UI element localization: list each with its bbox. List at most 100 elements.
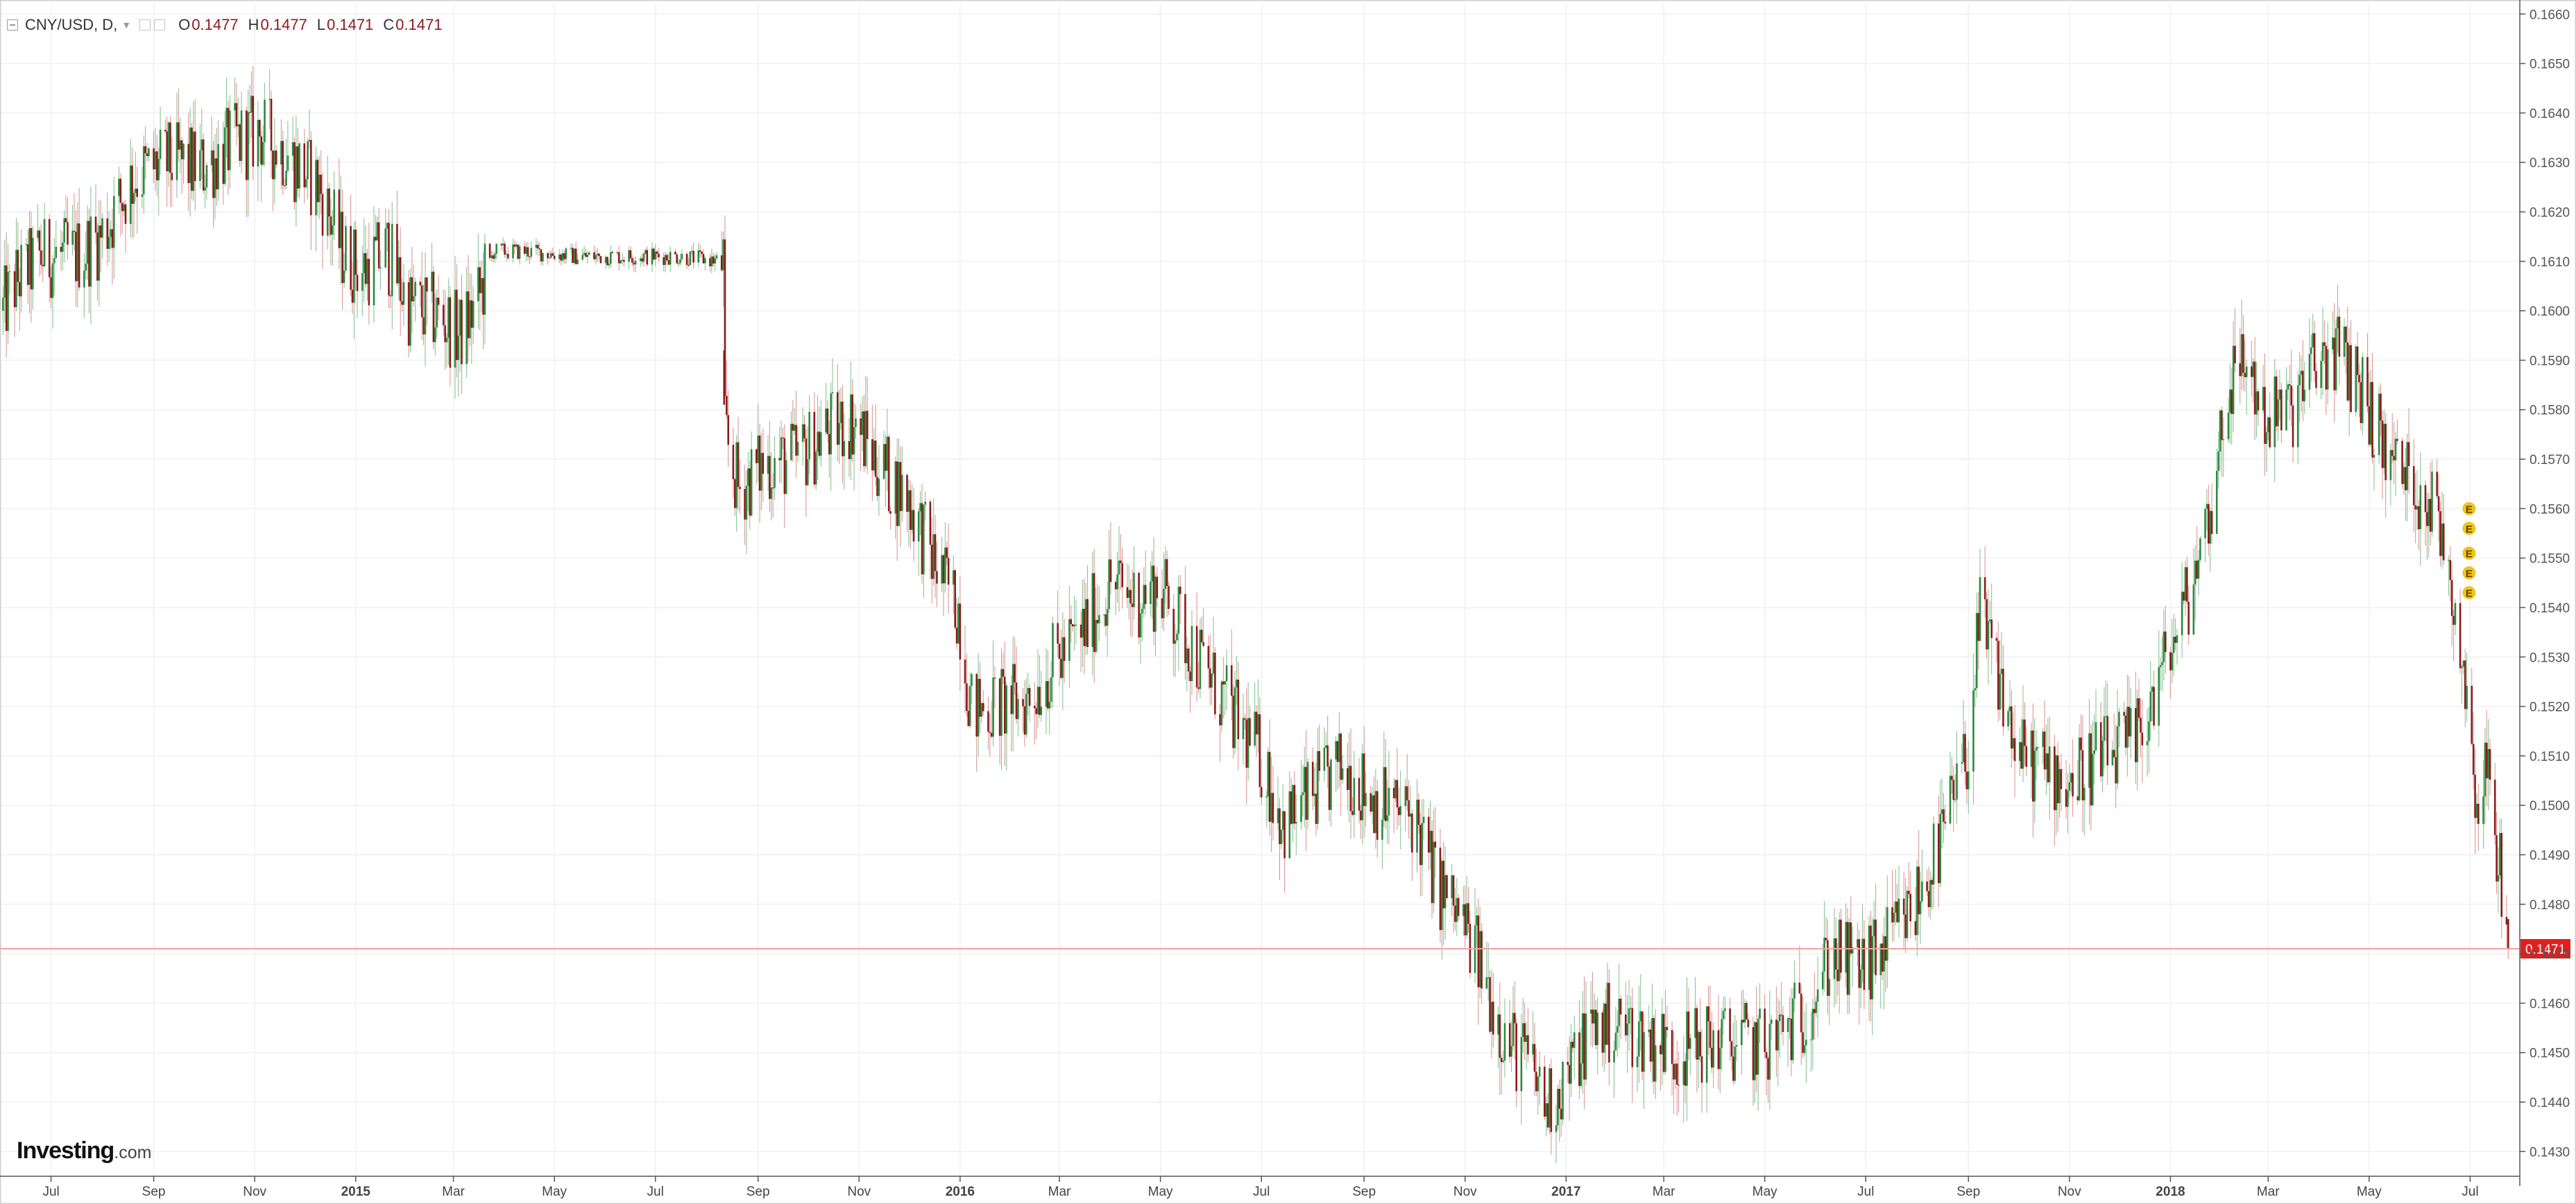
candle-body bbox=[377, 222, 380, 268]
candle-body bbox=[2141, 732, 2144, 746]
earnings-marker-label: E bbox=[2466, 588, 2473, 600]
candle-body bbox=[1237, 679, 1240, 739]
price-axis[interactable]: 0.1430 0.1440 0.1450 0.1460 0.1470 0.1480 0.14… bbox=[2519, 0, 2570, 1186]
candle-body bbox=[2081, 750, 2084, 801]
candle-body bbox=[525, 247, 527, 254]
candle-body bbox=[1361, 753, 1364, 820]
settings-box-icon[interactable] bbox=[139, 19, 151, 31]
candle-body bbox=[1121, 562, 1124, 587]
candle-body bbox=[739, 486, 741, 490]
candle-body bbox=[1290, 791, 1293, 824]
candle-body bbox=[1875, 919, 1877, 976]
candle-body bbox=[308, 139, 311, 141]
collapse-legend-icon[interactable] bbox=[7, 19, 18, 31]
candle-body bbox=[2366, 356, 2369, 406]
earnings-marker-icon[interactable] bbox=[2462, 521, 2477, 536]
time-axis[interactable]: Jul Sep Nov 2015 Mar May Jul Sep Nov 2016 Mar May Ju… bbox=[0, 1176, 2520, 1199]
candle-body bbox=[423, 317, 425, 335]
candle-body bbox=[467, 291, 470, 338]
candle-body bbox=[2080, 737, 2082, 750]
candle-body bbox=[1868, 925, 1870, 990]
candle-body bbox=[345, 225, 347, 271]
candle-body bbox=[2111, 750, 2114, 766]
price-tick-label: 0.1620 bbox=[2530, 205, 2570, 220]
candle-body bbox=[1707, 1006, 1709, 1022]
candle-body bbox=[570, 248, 572, 249]
candle-body bbox=[2300, 370, 2303, 375]
candle-body bbox=[1303, 766, 1306, 793]
earnings-marker-icon[interactable] bbox=[2462, 546, 2477, 561]
candle-body bbox=[979, 678, 981, 717]
candle-body bbox=[1628, 1008, 1630, 1024]
candle-body bbox=[148, 148, 150, 157]
candle-body bbox=[1187, 648, 1190, 672]
candle-body bbox=[792, 424, 794, 431]
earnings-marker-icon[interactable] bbox=[2462, 565, 2477, 580]
candle-body bbox=[676, 254, 679, 264]
candle-body bbox=[855, 418, 857, 427]
candle-body bbox=[1411, 814, 1413, 853]
candle-body bbox=[2037, 747, 2039, 748]
symbol-label[interactable]: CNY/USD bbox=[25, 16, 94, 33]
candle-body bbox=[94, 216, 97, 233]
candle-body bbox=[1962, 734, 1965, 763]
candle-body bbox=[2414, 505, 2416, 510]
candle-body bbox=[389, 295, 392, 297]
candle-body bbox=[1070, 619, 1073, 624]
candle-body bbox=[1814, 1008, 1816, 1013]
candle-body bbox=[2054, 746, 2056, 811]
remove-box-icon[interactable] bbox=[154, 19, 166, 31]
candle-body bbox=[803, 424, 805, 439]
chevron-down-icon[interactable]: ▼ bbox=[121, 19, 132, 31]
candle-body bbox=[506, 254, 509, 259]
candle-body bbox=[482, 277, 484, 315]
candle-body bbox=[356, 275, 359, 291]
candle-body bbox=[967, 711, 970, 726]
candle-body bbox=[1870, 925, 1872, 999]
candle-body bbox=[882, 444, 885, 479]
candle-body bbox=[488, 243, 491, 258]
candle-body bbox=[805, 438, 808, 485]
price-tick-label: 0.1490 bbox=[2530, 848, 2570, 863]
candle-body bbox=[1578, 1032, 1580, 1086]
candle-body bbox=[1317, 751, 1319, 824]
investing-logo[interactable]: Investing.com bbox=[17, 1137, 152, 1164]
candle-body bbox=[210, 150, 213, 166]
candle-body bbox=[472, 301, 475, 328]
candle-body bbox=[273, 150, 276, 180]
candle-body bbox=[1765, 1052, 1768, 1058]
candle-body bbox=[2315, 370, 2317, 388]
candle-body bbox=[745, 485, 748, 520]
candle-body bbox=[2292, 405, 2294, 447]
candle-body bbox=[2325, 345, 2328, 390]
earnings-marker-label: E bbox=[2466, 504, 2473, 515]
candle-body bbox=[1894, 901, 1897, 913]
candle-body bbox=[2011, 706, 2013, 749]
candle-body bbox=[876, 476, 878, 497]
candle-body bbox=[2060, 768, 2063, 789]
candle-body bbox=[1126, 587, 1129, 599]
candle-body bbox=[2453, 616, 2455, 625]
earnings-marker-icon[interactable] bbox=[2462, 585, 2477, 601]
candle-body bbox=[1967, 771, 1970, 790]
earnings-marker-icon[interactable] bbox=[2462, 501, 2477, 516]
candle-body bbox=[2020, 742, 2022, 769]
candle-body bbox=[1444, 875, 1447, 909]
candle-body bbox=[2345, 327, 2347, 343]
candle-body bbox=[2184, 567, 2187, 601]
candle-body bbox=[828, 433, 830, 455]
interval-label[interactable]: D bbox=[102, 16, 114, 33]
candle-body bbox=[2088, 733, 2090, 788]
candle-body bbox=[1084, 599, 1087, 646]
candle-body bbox=[863, 411, 865, 467]
candle-body bbox=[2464, 660, 2466, 710]
candle-body bbox=[653, 248, 655, 260]
candle-body bbox=[969, 685, 971, 726]
candle-body bbox=[437, 298, 440, 305]
candle-body bbox=[1746, 1003, 1748, 1020]
candle-body bbox=[282, 141, 284, 186]
candle-body bbox=[1404, 786, 1407, 807]
candle-body bbox=[2128, 707, 2131, 737]
